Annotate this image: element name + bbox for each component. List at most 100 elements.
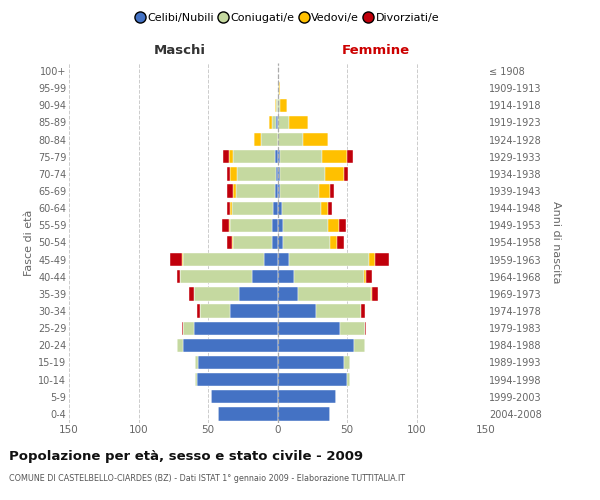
Bar: [254, 133, 261, 146]
Bar: [276, 98, 277, 112]
Text: Popolazione per età, sesso e stato civile - 2009: Popolazione per età, sesso e stato civil…: [9, 450, 363, 463]
Bar: [328, 202, 332, 215]
Bar: [281, 202, 320, 215]
Bar: [325, 167, 344, 180]
Bar: [277, 407, 331, 420]
Bar: [227, 202, 230, 215]
Bar: [229, 150, 233, 164]
Bar: [298, 287, 371, 300]
Bar: [272, 236, 277, 249]
Bar: [369, 253, 375, 266]
Bar: [197, 373, 277, 386]
Bar: [331, 184, 334, 198]
Bar: [277, 150, 280, 164]
Bar: [272, 218, 277, 232]
Bar: [280, 167, 325, 180]
Bar: [277, 116, 289, 129]
Bar: [361, 304, 365, 318]
Bar: [274, 202, 277, 215]
Bar: [200, 304, 230, 318]
Bar: [194, 322, 277, 335]
Bar: [196, 356, 198, 369]
Text: COMUNE DI CASTELBELLO-CIARDES (BZ) - Dati ISTAT 1° gennaio 2009 - Elaborazione T: COMUNE DI CASTELBELLO-CIARDES (BZ) - Dat…: [9, 474, 405, 483]
Bar: [277, 167, 280, 180]
Bar: [227, 236, 232, 249]
Bar: [277, 322, 340, 335]
Bar: [277, 338, 354, 352]
Bar: [338, 218, 346, 232]
Bar: [277, 270, 294, 283]
Bar: [222, 218, 229, 232]
Bar: [294, 270, 364, 283]
Bar: [253, 270, 277, 283]
Bar: [372, 287, 377, 300]
Bar: [272, 116, 276, 129]
Bar: [178, 338, 183, 352]
Bar: [277, 373, 347, 386]
Bar: [232, 202, 274, 215]
Bar: [283, 218, 328, 232]
Bar: [276, 116, 277, 129]
Bar: [328, 218, 338, 232]
Bar: [337, 236, 344, 249]
Bar: [230, 218, 272, 232]
Bar: [275, 98, 276, 112]
Bar: [283, 236, 331, 249]
Text: Femmine: Femmine: [341, 44, 410, 57]
Bar: [277, 218, 283, 232]
Bar: [182, 322, 183, 335]
Bar: [230, 167, 237, 180]
Bar: [279, 82, 280, 95]
Bar: [183, 253, 263, 266]
Bar: [340, 322, 365, 335]
Bar: [227, 167, 230, 180]
Bar: [275, 150, 277, 164]
Bar: [182, 253, 183, 266]
Bar: [277, 287, 298, 300]
Bar: [371, 287, 372, 300]
Bar: [211, 390, 277, 404]
Y-axis label: Anni di nascita: Anni di nascita: [551, 201, 561, 284]
Bar: [261, 133, 277, 146]
Bar: [227, 184, 233, 198]
Bar: [239, 287, 277, 300]
Bar: [302, 133, 328, 146]
Bar: [320, 202, 328, 215]
Bar: [183, 338, 277, 352]
Bar: [375, 253, 389, 266]
Bar: [322, 150, 347, 164]
Bar: [277, 98, 280, 112]
Bar: [354, 338, 365, 352]
Bar: [236, 184, 275, 198]
Bar: [183, 322, 194, 335]
Bar: [364, 270, 367, 283]
Bar: [367, 270, 372, 283]
Bar: [233, 184, 236, 198]
Bar: [289, 116, 308, 129]
Bar: [230, 202, 232, 215]
Text: Maschi: Maschi: [154, 44, 206, 57]
Bar: [347, 150, 353, 164]
Bar: [188, 287, 194, 300]
Bar: [277, 202, 281, 215]
Bar: [319, 184, 331, 198]
Bar: [275, 184, 277, 198]
Bar: [229, 218, 230, 232]
Bar: [198, 356, 277, 369]
Bar: [277, 236, 283, 249]
Bar: [232, 236, 233, 249]
Bar: [170, 253, 182, 266]
Bar: [277, 253, 289, 266]
Bar: [277, 82, 279, 95]
Bar: [347, 373, 350, 386]
Bar: [289, 253, 369, 266]
Bar: [344, 167, 349, 180]
Bar: [331, 236, 337, 249]
Bar: [277, 390, 336, 404]
Bar: [280, 150, 322, 164]
Bar: [365, 322, 367, 335]
Bar: [178, 270, 180, 283]
Bar: [180, 270, 253, 283]
Y-axis label: Fasce di età: Fasce di età: [23, 210, 34, 276]
Bar: [280, 184, 319, 198]
